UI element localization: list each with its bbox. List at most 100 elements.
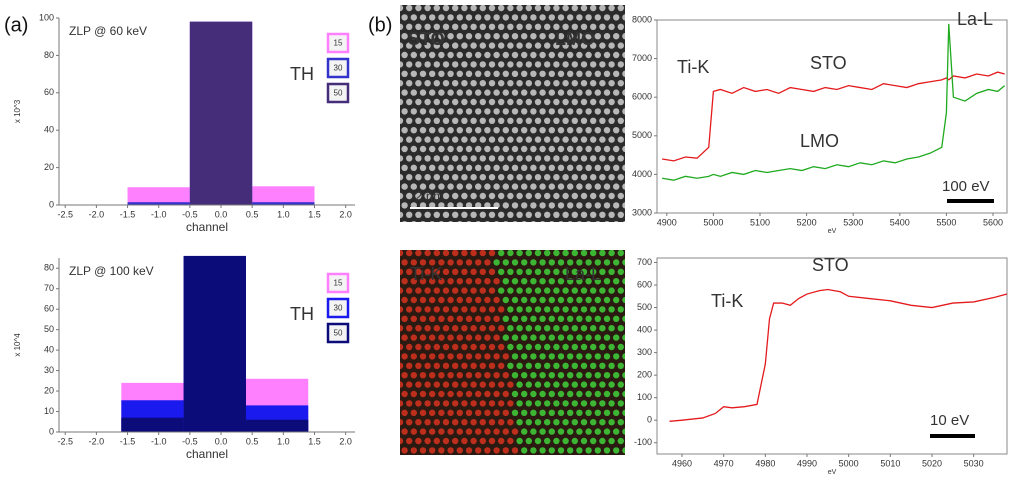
atom	[526, 438, 532, 444]
atom	[622, 127, 628, 133]
atom	[599, 24, 605, 30]
atom	[604, 165, 610, 171]
y-tick-label: 60	[44, 304, 54, 314]
atom	[434, 306, 440, 312]
atom	[526, 400, 532, 406]
x-axis-label: eV	[828, 228, 837, 235]
atom	[618, 193, 624, 199]
atom	[489, 118, 495, 124]
atom	[618, 325, 624, 331]
y-tick-label: 10	[44, 406, 54, 416]
atom	[627, 344, 633, 350]
atom	[447, 410, 453, 416]
atom	[622, 466, 628, 472]
atom	[576, 71, 582, 77]
atom	[411, 447, 417, 453]
atom	[526, 287, 532, 293]
atom	[424, 155, 430, 161]
atom	[406, 5, 412, 11]
atom	[489, 287, 495, 293]
atom	[585, 466, 591, 472]
atom	[530, 334, 536, 340]
atom	[530, 127, 536, 133]
atom	[544, 99, 550, 105]
atom	[493, 165, 499, 171]
atom	[521, 146, 527, 152]
atom	[631, 108, 637, 114]
atom	[595, 14, 601, 20]
atom	[475, 278, 481, 284]
atom	[576, 127, 582, 133]
atom	[461, 344, 467, 350]
atom	[608, 118, 614, 124]
atom	[503, 71, 509, 77]
atom	[631, 466, 637, 472]
atom	[466, 410, 472, 416]
atom	[539, 33, 545, 39]
atom	[562, 212, 568, 218]
atom	[526, 306, 532, 312]
atom	[493, 33, 499, 39]
atom	[438, 316, 444, 322]
atom	[461, 325, 467, 331]
atom	[493, 14, 499, 20]
atom	[457, 221, 463, 227]
atom	[498, 174, 504, 180]
atom	[512, 447, 518, 453]
atom	[401, 353, 407, 359]
atom	[461, 438, 467, 444]
atom	[595, 108, 601, 114]
atom	[516, 80, 522, 86]
atom	[457, 316, 463, 322]
atom	[466, 334, 472, 340]
atom	[503, 108, 509, 114]
x-tick-label: 2.0	[339, 209, 352, 219]
atom	[470, 306, 476, 312]
atom	[470, 325, 476, 331]
atom	[581, 193, 587, 199]
atom	[480, 419, 486, 425]
atom	[397, 155, 403, 161]
atom	[397, 344, 403, 350]
atom	[480, 325, 486, 331]
x-tick-label: 2.0	[339, 436, 352, 446]
atom	[401, 297, 407, 303]
atom	[503, 372, 509, 378]
atom	[576, 14, 582, 20]
atom	[503, 428, 509, 434]
atom	[539, 14, 545, 20]
atom	[480, 174, 486, 180]
atom	[493, 334, 499, 340]
atom	[480, 344, 486, 350]
atom	[604, 316, 610, 322]
atom	[581, 136, 587, 142]
atom	[530, 108, 536, 114]
atom	[484, 353, 490, 359]
atom	[401, 316, 407, 322]
atom	[627, 42, 633, 48]
atom	[475, 183, 481, 189]
atom	[498, 118, 504, 124]
atom	[470, 344, 476, 350]
atom	[613, 183, 619, 189]
atom	[544, 419, 550, 425]
atom	[595, 183, 601, 189]
atom	[512, 391, 518, 397]
atom	[539, 466, 545, 472]
atom	[585, 410, 591, 416]
atom	[484, 183, 490, 189]
atom	[507, 99, 513, 105]
panel-label: (b)	[368, 14, 392, 36]
atom	[438, 52, 444, 58]
atom	[457, 391, 463, 397]
atom	[622, 259, 628, 265]
atom	[530, 410, 536, 416]
atom	[507, 381, 513, 387]
atom	[618, 118, 624, 124]
atom	[627, 250, 633, 256]
atom	[484, 372, 490, 378]
atom	[590, 363, 596, 369]
atom	[539, 183, 545, 189]
atom	[572, 344, 578, 350]
atom	[535, 287, 541, 293]
